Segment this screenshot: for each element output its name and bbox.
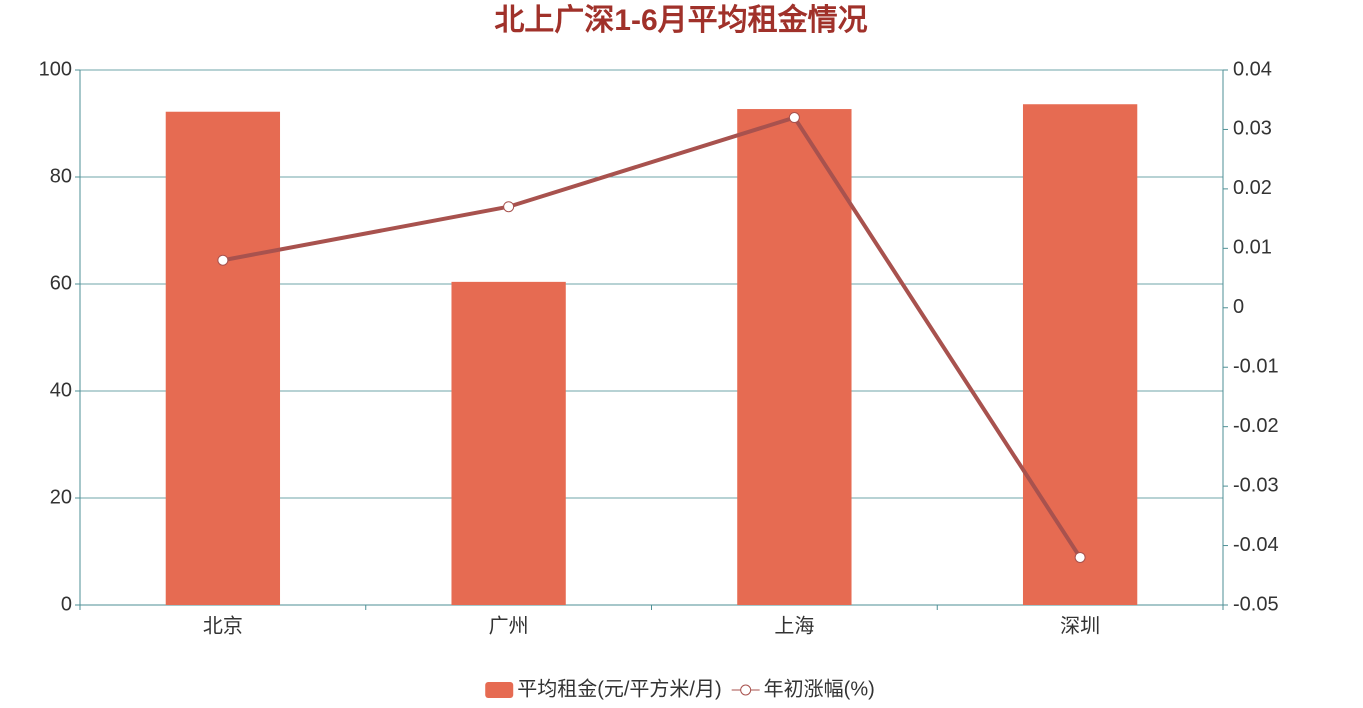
y-tick-label: 60	[50, 272, 72, 294]
y2-tick-label: -0.04	[1233, 534, 1279, 556]
point	[503, 201, 515, 213]
legend-swatch	[485, 682, 514, 698]
y2-tick-label: 0.03	[1233, 118, 1272, 140]
bar	[737, 109, 852, 606]
y2-tick-label: 0	[1233, 296, 1244, 318]
legend-label: 平均租金(元/平方米/月)	[517, 677, 721, 700]
x-tick-label: 深圳	[1060, 614, 1100, 637]
point	[217, 254, 229, 266]
chart-title: 北上广深1-6月平均租金情况	[494, 3, 867, 37]
x-tick-label: 上海	[774, 614, 814, 637]
y-tick-label: 0	[61, 593, 72, 615]
y-tick-label: 100	[39, 58, 72, 80]
y-tick-label: 40	[50, 379, 72, 401]
y2-tick-label: 0.01	[1233, 237, 1272, 259]
legend-label: 年初涨幅(%)	[764, 677, 875, 700]
bar	[451, 281, 566, 605]
bar	[165, 111, 281, 605]
y2-tick-label: 0.04	[1233, 58, 1272, 80]
y2-tick-label: -0.02	[1233, 415, 1279, 437]
y2-tick-label: -0.05	[1233, 593, 1279, 615]
y2-tick-label: 0.02	[1233, 177, 1272, 199]
line	[222, 115, 1082, 559]
bar	[1022, 104, 1138, 606]
legend-swatch	[740, 684, 752, 696]
y2-tick-label: -0.01	[1233, 356, 1279, 378]
point	[1074, 551, 1086, 563]
y2-tick-label: -0.03	[1233, 474, 1279, 496]
y-tick-label: 20	[50, 486, 72, 508]
x-tick-label: 北京	[203, 614, 243, 637]
y-tick-label: 80	[50, 165, 72, 187]
x-tick-label: 广州	[489, 614, 529, 637]
point	[788, 112, 800, 124]
